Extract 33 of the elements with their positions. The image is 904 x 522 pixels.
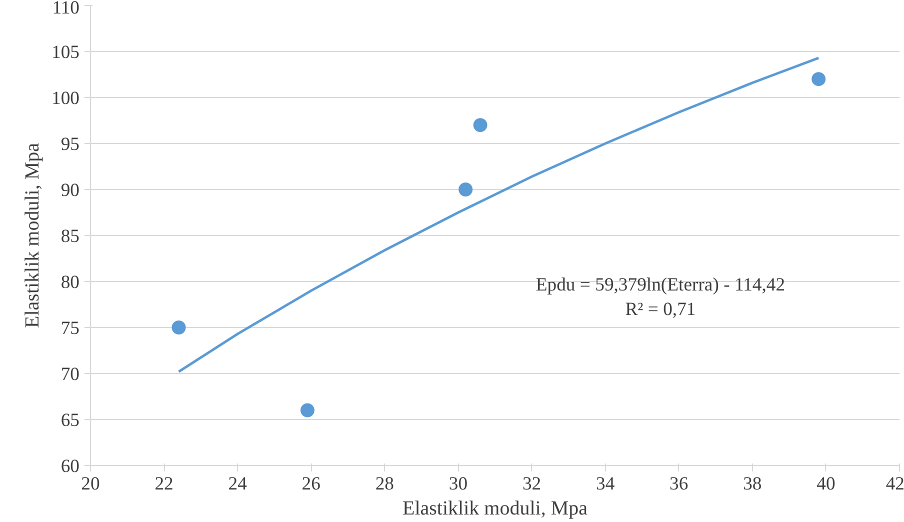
point (458, 182, 473, 196)
annotation: Epdu = 59,379ln(Eterra) - 114,42 (536, 274, 786, 296)
y-tick-label: 65 (60, 410, 80, 431)
x-tick-label: 20 (81, 474, 100, 494)
annotation: R² = 0,71 (625, 299, 696, 320)
x-tick-label: 28 (375, 474, 394, 494)
x-tick-label: 22 (154, 474, 174, 494)
x-tick-label: 38 (743, 474, 762, 494)
y-tick-label: 90 (60, 180, 80, 201)
x-tick-label: 40 (816, 474, 836, 494)
x-tick-label: 36 (670, 474, 688, 494)
point (172, 320, 186, 334)
x-tick-label: 34 (596, 474, 616, 494)
y-tick-label: 80 (60, 272, 80, 293)
x-tick-label: 42 (886, 474, 904, 494)
point (473, 118, 488, 132)
y-tick-label: 95 (60, 134, 80, 155)
x-tick-label: 32 (522, 474, 542, 494)
x-tick-label: 26 (302, 474, 320, 494)
point (812, 72, 826, 86)
y-axis-title: Elastiklik moduli, Mpa (22, 142, 44, 328)
point (300, 403, 314, 418)
x-tick-label: 30 (448, 474, 468, 494)
x-axis-title: Elastiklik moduli, Mpa (402, 498, 588, 520)
y-tick-label: 110 (52, 0, 80, 18)
line-series (178, 56, 820, 373)
y-tick-label: 60 (60, 456, 80, 477)
y-tick-label: 85 (60, 226, 80, 247)
y-tick-label: 105 (52, 42, 80, 63)
x-tick-label: 24 (228, 474, 248, 494)
y-tick-label: 100 (52, 88, 80, 109)
y-tick-label: 75 (60, 318, 80, 339)
y-tick-label: 70 (60, 364, 80, 385)
